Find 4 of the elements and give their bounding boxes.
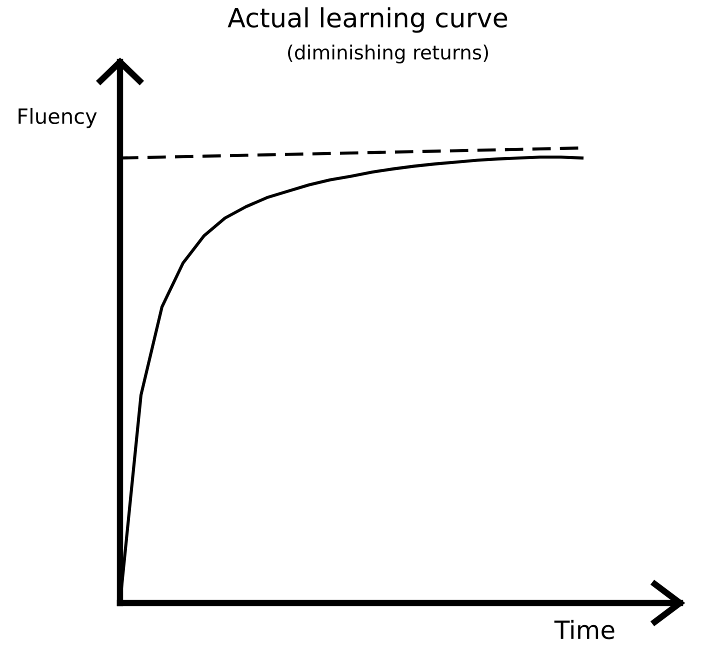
chart-subtitle: (diminishing returns) (288, 44, 488, 64)
x-axis-title: Time (554, 620, 614, 640)
chart-title: Actual learning curve (228, 7, 508, 33)
y-axis-title: Fluency (18, 108, 97, 128)
